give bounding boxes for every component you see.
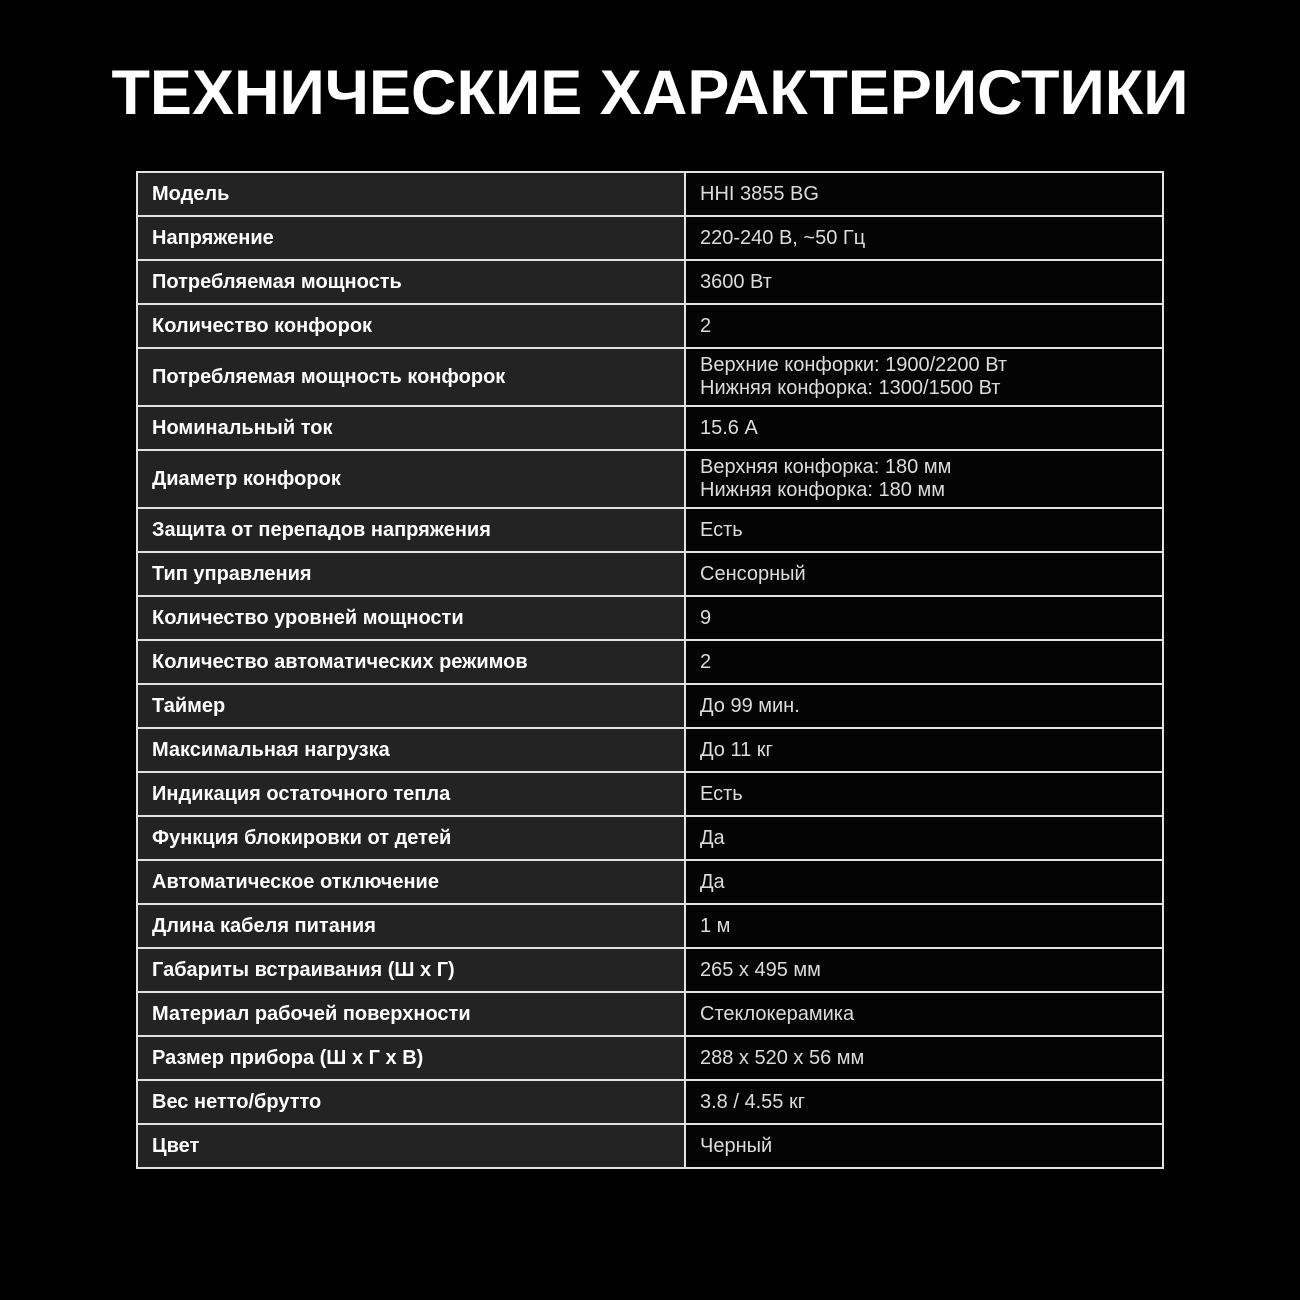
spec-value: 220-240 В, ~50 Гц: [684, 215, 1164, 261]
spec-label: Диаметр конфорок: [136, 449, 686, 509]
spec-value: 1 м: [684, 903, 1164, 949]
table-row: Тип управления Сенсорный: [136, 551, 1164, 597]
spec-label: Защита от перепадов напряжения: [136, 507, 686, 553]
spec-table-rows: Модель HHI 3855 BG Напряжение 220-240 В,…: [136, 171, 1164, 1169]
spec-value: 288 х 520 х 56 мм: [684, 1035, 1164, 1081]
spec-label: Количество уровней мощности: [136, 595, 686, 641]
spec-value: Да: [684, 859, 1164, 905]
table-row: Цвет Черный: [136, 1123, 1164, 1169]
spec-value: Есть: [684, 507, 1164, 553]
spec-label: Потребляемая мощность конфорок: [136, 347, 686, 407]
table-row: Размер прибора (Ш х Г х В) 288 х 520 х 5…: [136, 1035, 1164, 1081]
spec-value: Есть: [684, 771, 1164, 817]
table-row: Напряжение 220-240 В, ~50 Гц: [136, 215, 1164, 261]
table-row: Защита от перепадов напряжения Есть: [136, 507, 1164, 553]
table-row: Потребляемая мощность конфорок Верхние к…: [136, 347, 1164, 407]
spec-value: 3600 Вт: [684, 259, 1164, 305]
table-row: Индикация остаточного тепла Есть: [136, 771, 1164, 817]
table-row: Габариты встраивания (Ш х Г) 265 х 495 м…: [136, 947, 1164, 993]
table-row: Номинальный ток 15.6 А: [136, 405, 1164, 451]
spec-value: 265 х 495 мм: [684, 947, 1164, 993]
spec-value: Стеклокерамика: [684, 991, 1164, 1037]
table-row: Таймер До 99 мин.: [136, 683, 1164, 729]
table-row: Диаметр конфорок Верхняя конфорка: 180 м…: [136, 449, 1164, 509]
table-row: Количество конфорок 2: [136, 303, 1164, 349]
table-row: Материал рабочей поверхности Стеклокерам…: [136, 991, 1164, 1037]
spec-label: Номинальный ток: [136, 405, 686, 451]
spec-label: Потребляемая мощность: [136, 259, 686, 305]
spec-label: Таймер: [136, 683, 686, 729]
spec-label: Тип управления: [136, 551, 686, 597]
spec-label: Вес нетто/брутто: [136, 1079, 686, 1125]
spec-label: Автоматическое отключение: [136, 859, 686, 905]
spec-value: 15.6 А: [684, 405, 1164, 451]
table-row: Модель HHI 3855 BG: [136, 171, 1164, 217]
table-row: Автоматическое отключение Да: [136, 859, 1164, 905]
spec-value: 9: [684, 595, 1164, 641]
spec-value: Сенсорный: [684, 551, 1164, 597]
spec-label: Индикация остаточного тепла: [136, 771, 686, 817]
spec-value: 2: [684, 303, 1164, 349]
spec-label: Напряжение: [136, 215, 686, 261]
spec-value: До 99 мин.: [684, 683, 1164, 729]
spec-label: Материал рабочей поверхности: [136, 991, 686, 1037]
spec-value: HHI 3855 BG: [684, 171, 1164, 217]
spec-value: 3.8 / 4.55 кг: [684, 1079, 1164, 1125]
spec-value: Верхняя конфорка: 180 мм Нижняя конфорка…: [684, 449, 1164, 509]
spec-label: Максимальная нагрузка: [136, 727, 686, 773]
spec-label: Количество конфорок: [136, 303, 686, 349]
spec-value: Верхние конфорки: 1900/2200 Вт Нижняя ко…: [684, 347, 1164, 407]
table-row: Количество уровней мощности 9: [136, 595, 1164, 641]
spec-label: Габариты встраивания (Ш х Г): [136, 947, 686, 993]
table-row: Потребляемая мощность 3600 Вт: [136, 259, 1164, 305]
spec-label: Размер прибора (Ш х Г х В): [136, 1035, 686, 1081]
spec-table: Модель HHI 3855 BG Напряжение 220-240 В,…: [136, 171, 1164, 1169]
spec-value: 2: [684, 639, 1164, 685]
spec-value: До 11 кг: [684, 727, 1164, 773]
spec-label: Функция блокировки от детей: [136, 815, 686, 861]
table-row: Длина кабеля питания 1 м: [136, 903, 1164, 949]
table-row: Количество автоматических режимов 2: [136, 639, 1164, 685]
spec-label: Длина кабеля питания: [136, 903, 686, 949]
spec-value: Черный: [684, 1123, 1164, 1169]
table-row: Вес нетто/брутто 3.8 / 4.55 кг: [136, 1079, 1164, 1125]
spec-value: Да: [684, 815, 1164, 861]
spec-label: Цвет: [136, 1123, 686, 1169]
spec-label: Количество автоматических режимов: [136, 639, 686, 685]
page-title: ТЕХНИЧЕСКИЕ ХАРАКТЕРИСТИКИ: [111, 58, 1189, 128]
table-row: Максимальная нагрузка До 11 кг: [136, 727, 1164, 773]
table-row: Функция блокировки от детей Да: [136, 815, 1164, 861]
spec-label: Модель: [136, 171, 686, 217]
